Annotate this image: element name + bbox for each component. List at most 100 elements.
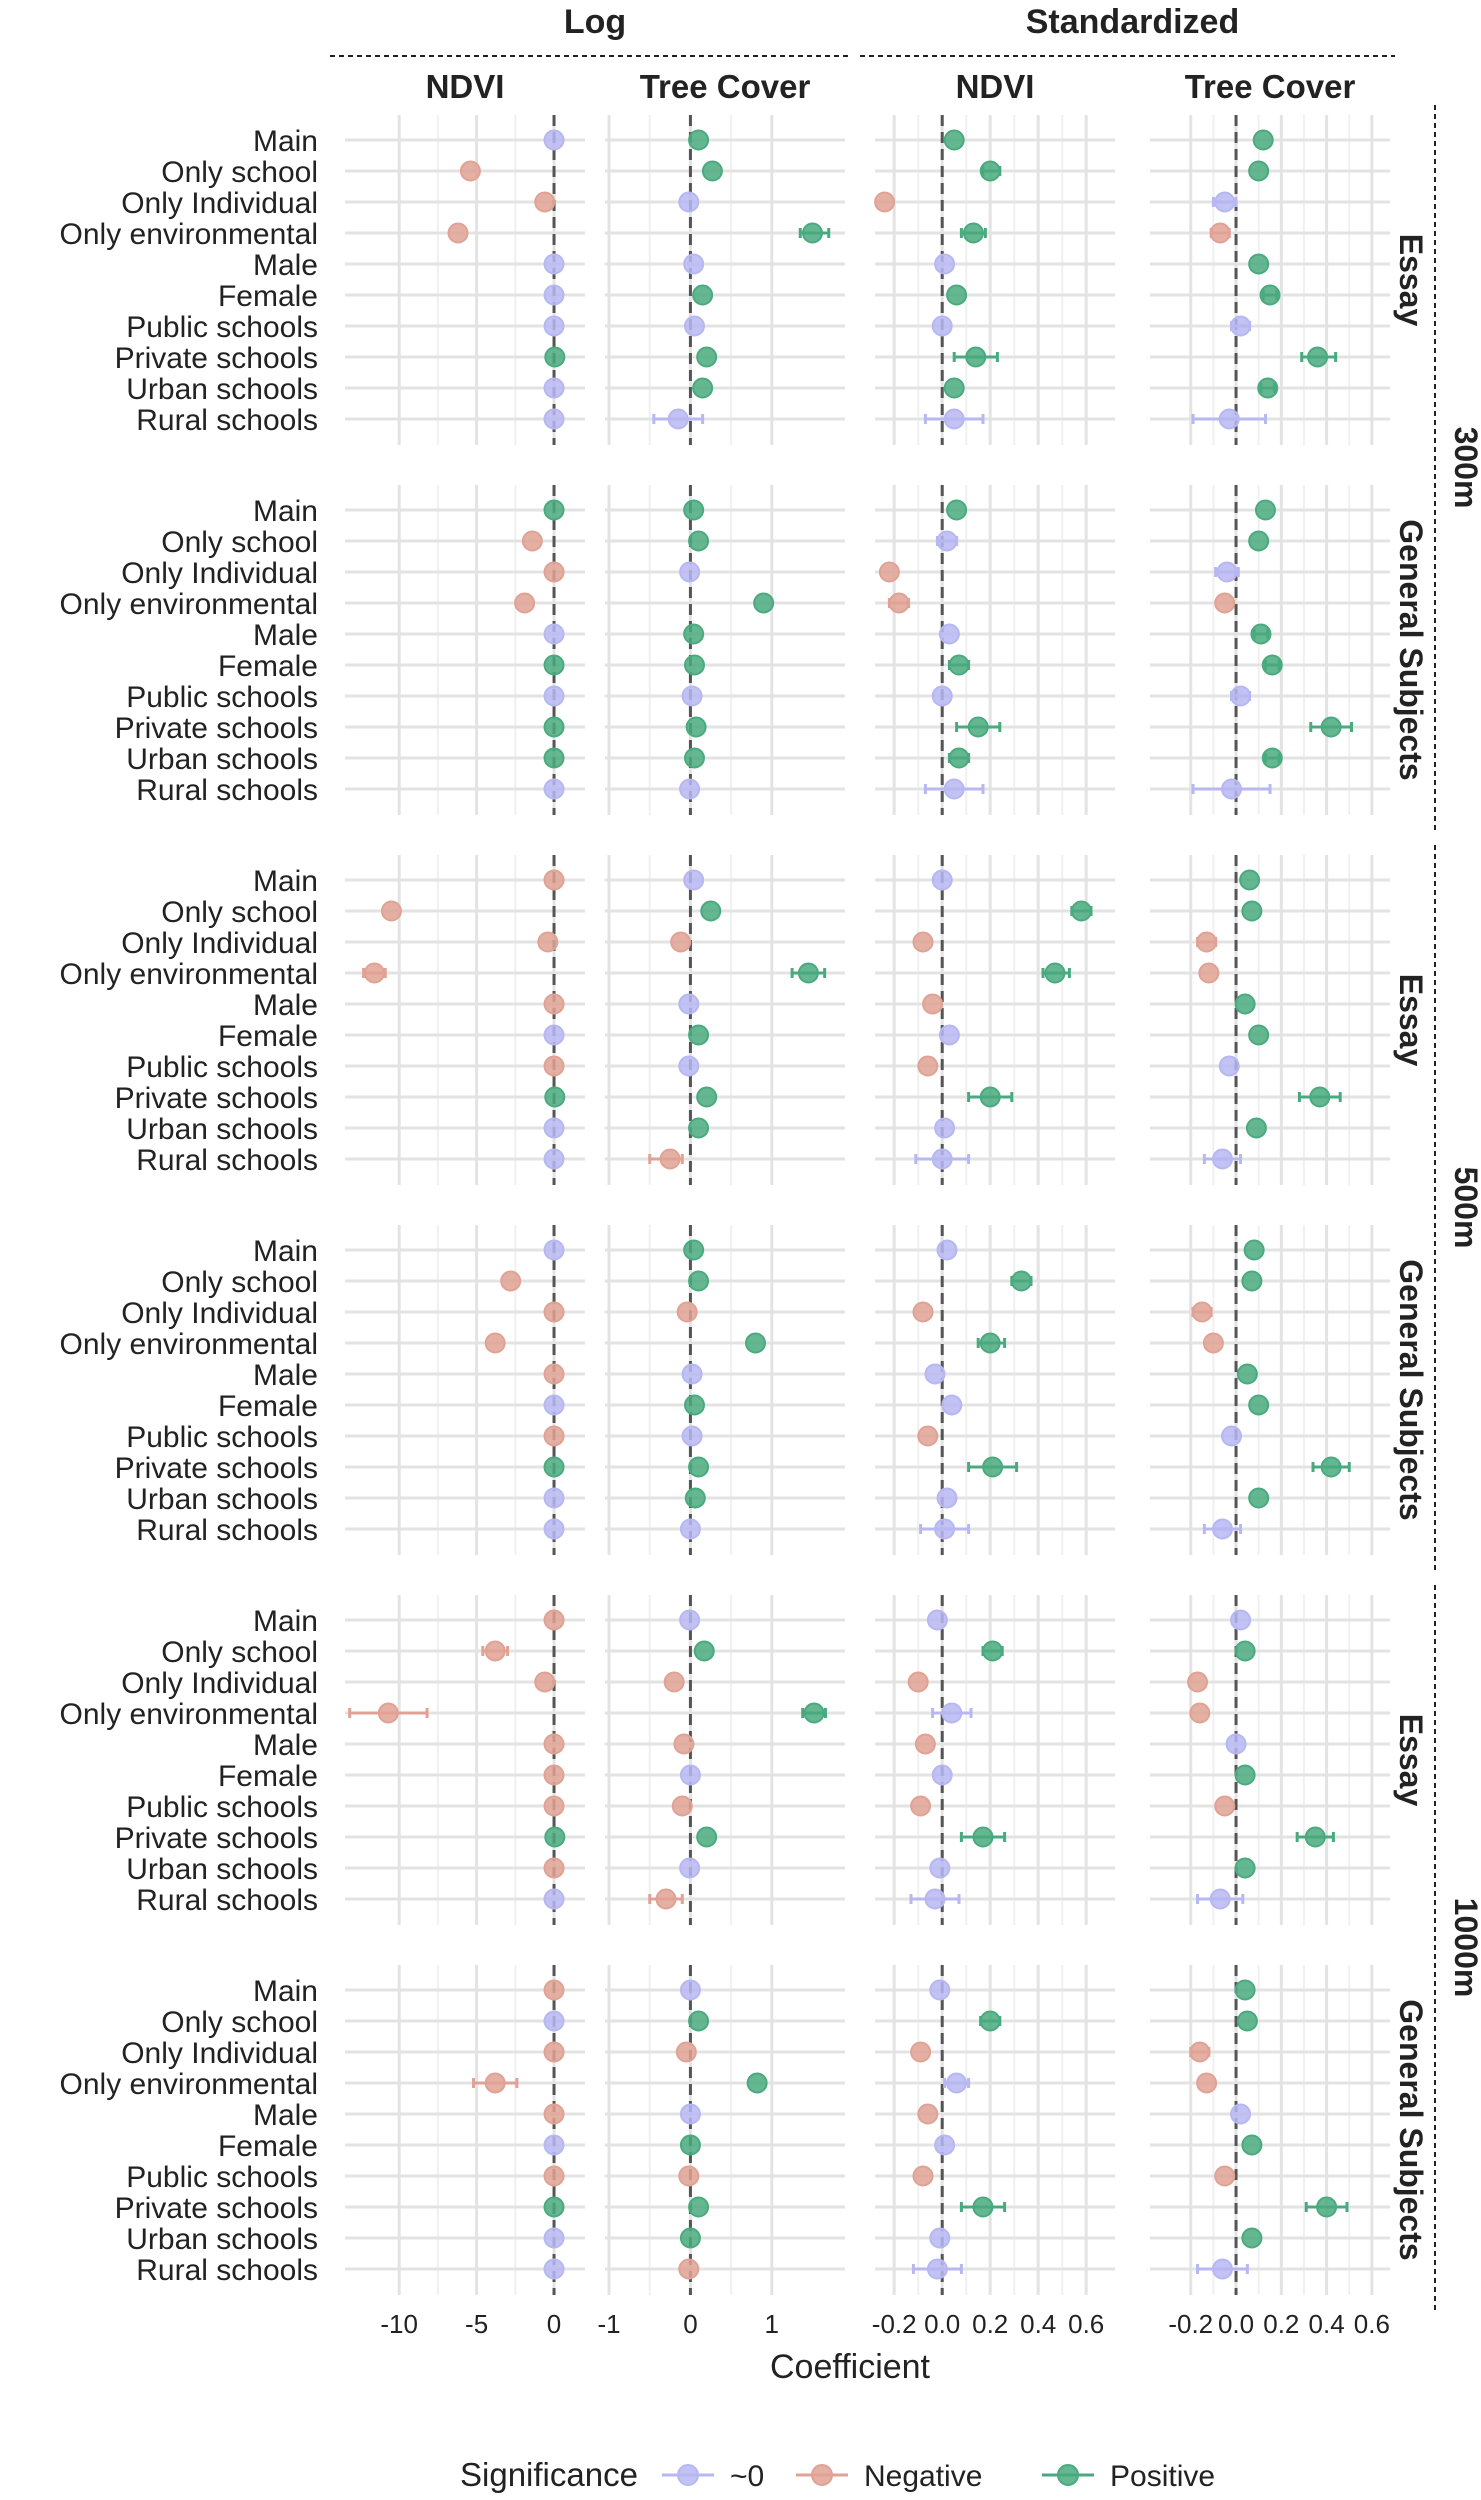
category-label-rural-schools: Rural schools <box>136 1514 318 1547</box>
category-label-female: Female <box>218 2130 318 2163</box>
row-label-essay: Essay <box>1393 1714 1429 1807</box>
point-male <box>914 1733 936 1755</box>
category-label-female: Female <box>218 1020 318 1053</box>
point-only-school <box>701 160 723 182</box>
point-private-schools <box>1320 1456 1342 1478</box>
category-label-private-schools: Private schools <box>115 1452 318 1485</box>
point-only-environmental <box>797 962 819 984</box>
category-label-only-school: Only school <box>161 156 318 189</box>
point-urban-schools <box>543 1117 565 1139</box>
row-label-essay: Essay <box>1393 234 1429 327</box>
point-only-individual <box>874 191 896 213</box>
point-urban-schools <box>943 377 965 399</box>
point-urban-schools <box>543 1857 565 1879</box>
point-male <box>543 2103 565 2125</box>
point-only-environmental <box>979 1332 1001 1354</box>
point-only-school <box>500 1270 522 1292</box>
point-rural-schools <box>543 408 565 430</box>
point-private-schools <box>544 1086 566 1108</box>
point-only-school <box>543 2010 565 2032</box>
point-public-schools <box>931 685 953 707</box>
point-main <box>1239 869 1261 891</box>
point-main <box>1230 1609 1252 1631</box>
point-private-schools <box>544 346 566 368</box>
point-main <box>679 1979 701 2001</box>
point-private-schools <box>696 1086 718 1108</box>
point-only-school <box>688 2010 710 2032</box>
point-only-individual <box>676 1301 698 1323</box>
point-only-environmental <box>962 222 984 244</box>
point-only-environmental <box>801 222 823 244</box>
point-rural-schools <box>924 1888 946 1910</box>
point-female <box>1234 1764 1256 1786</box>
point-main <box>543 129 565 151</box>
point-private-schools <box>965 346 987 368</box>
category-label-public-schools: Public schools <box>126 681 318 714</box>
point-female <box>543 1394 565 1416</box>
category-label-only-school: Only school <box>161 1636 318 1669</box>
point-only-school <box>1241 1270 1263 1292</box>
category-label-only-environmental: Only environmental <box>60 1328 318 1361</box>
point-main <box>683 869 705 891</box>
point-private-schools <box>688 2196 710 2218</box>
point-only-environmental <box>447 222 469 244</box>
point-rural-schools <box>543 778 565 800</box>
point-main <box>543 869 565 891</box>
point-private-schools <box>982 1456 1004 1478</box>
point-public-schools <box>917 1055 939 1077</box>
column-header-standardized-ndvi: NDVI <box>956 68 1035 105</box>
point-main <box>688 129 710 151</box>
point-male <box>683 623 705 645</box>
category-label-urban-schools: Urban schools <box>126 743 318 776</box>
point-urban-schools <box>929 2227 951 2249</box>
point-private-schools <box>543 2196 565 2218</box>
point-male <box>683 253 705 275</box>
point-only-individual <box>534 1671 556 1693</box>
x-tick-label: 0.0 <box>924 2309 960 2339</box>
point-male <box>1250 623 1272 645</box>
point-rural-schools <box>543 2258 565 2280</box>
point-only-environmental <box>1214 592 1236 614</box>
point-female <box>683 1394 705 1416</box>
point-male <box>543 993 565 1015</box>
point-female <box>938 1024 960 1046</box>
x-tick-label: -0.2 <box>1168 2309 1213 2339</box>
legend-label-pos: Positive <box>1110 2460 1215 2493</box>
point-only-environmental <box>377 1702 399 1724</box>
legend-key-neg <box>811 2464 833 2486</box>
panel-1000m-essay-standardized-tree-cover <box>1150 1595 1390 1925</box>
point-female <box>543 2134 565 2156</box>
point-private-schools <box>685 716 707 738</box>
point-urban-schools <box>543 2227 565 2249</box>
point-female <box>948 654 970 676</box>
point-rural-schools <box>934 1518 956 1540</box>
point-private-schools <box>1320 716 1342 738</box>
legend-label-zero: ~0 <box>730 2460 764 2493</box>
panel-300m-general-subjects-log-ndvi <box>345 485 585 815</box>
category-label-public-schools: Public schools <box>126 2161 318 2194</box>
point-rural-schools <box>655 1888 677 1910</box>
point-urban-schools <box>692 377 714 399</box>
point-only-school <box>1248 160 1270 182</box>
point-only-environmental <box>746 2072 768 2094</box>
point-only-school <box>693 1640 715 1662</box>
point-male <box>934 253 956 275</box>
point-private-schools <box>543 716 565 738</box>
point-only-school <box>936 530 958 552</box>
x-tick-label: 0 <box>547 2309 561 2339</box>
point-rural-schools <box>679 778 701 800</box>
category-label-female: Female <box>218 1760 318 1793</box>
point-private-schools <box>1304 1826 1326 1848</box>
point-only-school <box>1234 1640 1256 1662</box>
point-rural-schools <box>1218 408 1240 430</box>
point-main <box>679 1609 701 1631</box>
x-tick-label: 0 <box>683 2309 697 2339</box>
category-label-urban-schools: Urban schools <box>126 373 318 406</box>
point-only-individual <box>537 931 559 953</box>
panel-1000m-general-subjects-log-ndvi <box>345 1965 585 2295</box>
point-urban-schools <box>1241 2227 1263 2249</box>
column-group-title-log: Log <box>564 3 626 41</box>
point-female <box>1248 1394 1270 1416</box>
row-label-essay: Essay <box>1393 974 1429 1067</box>
category-label-public-schools: Public schools <box>126 311 318 344</box>
